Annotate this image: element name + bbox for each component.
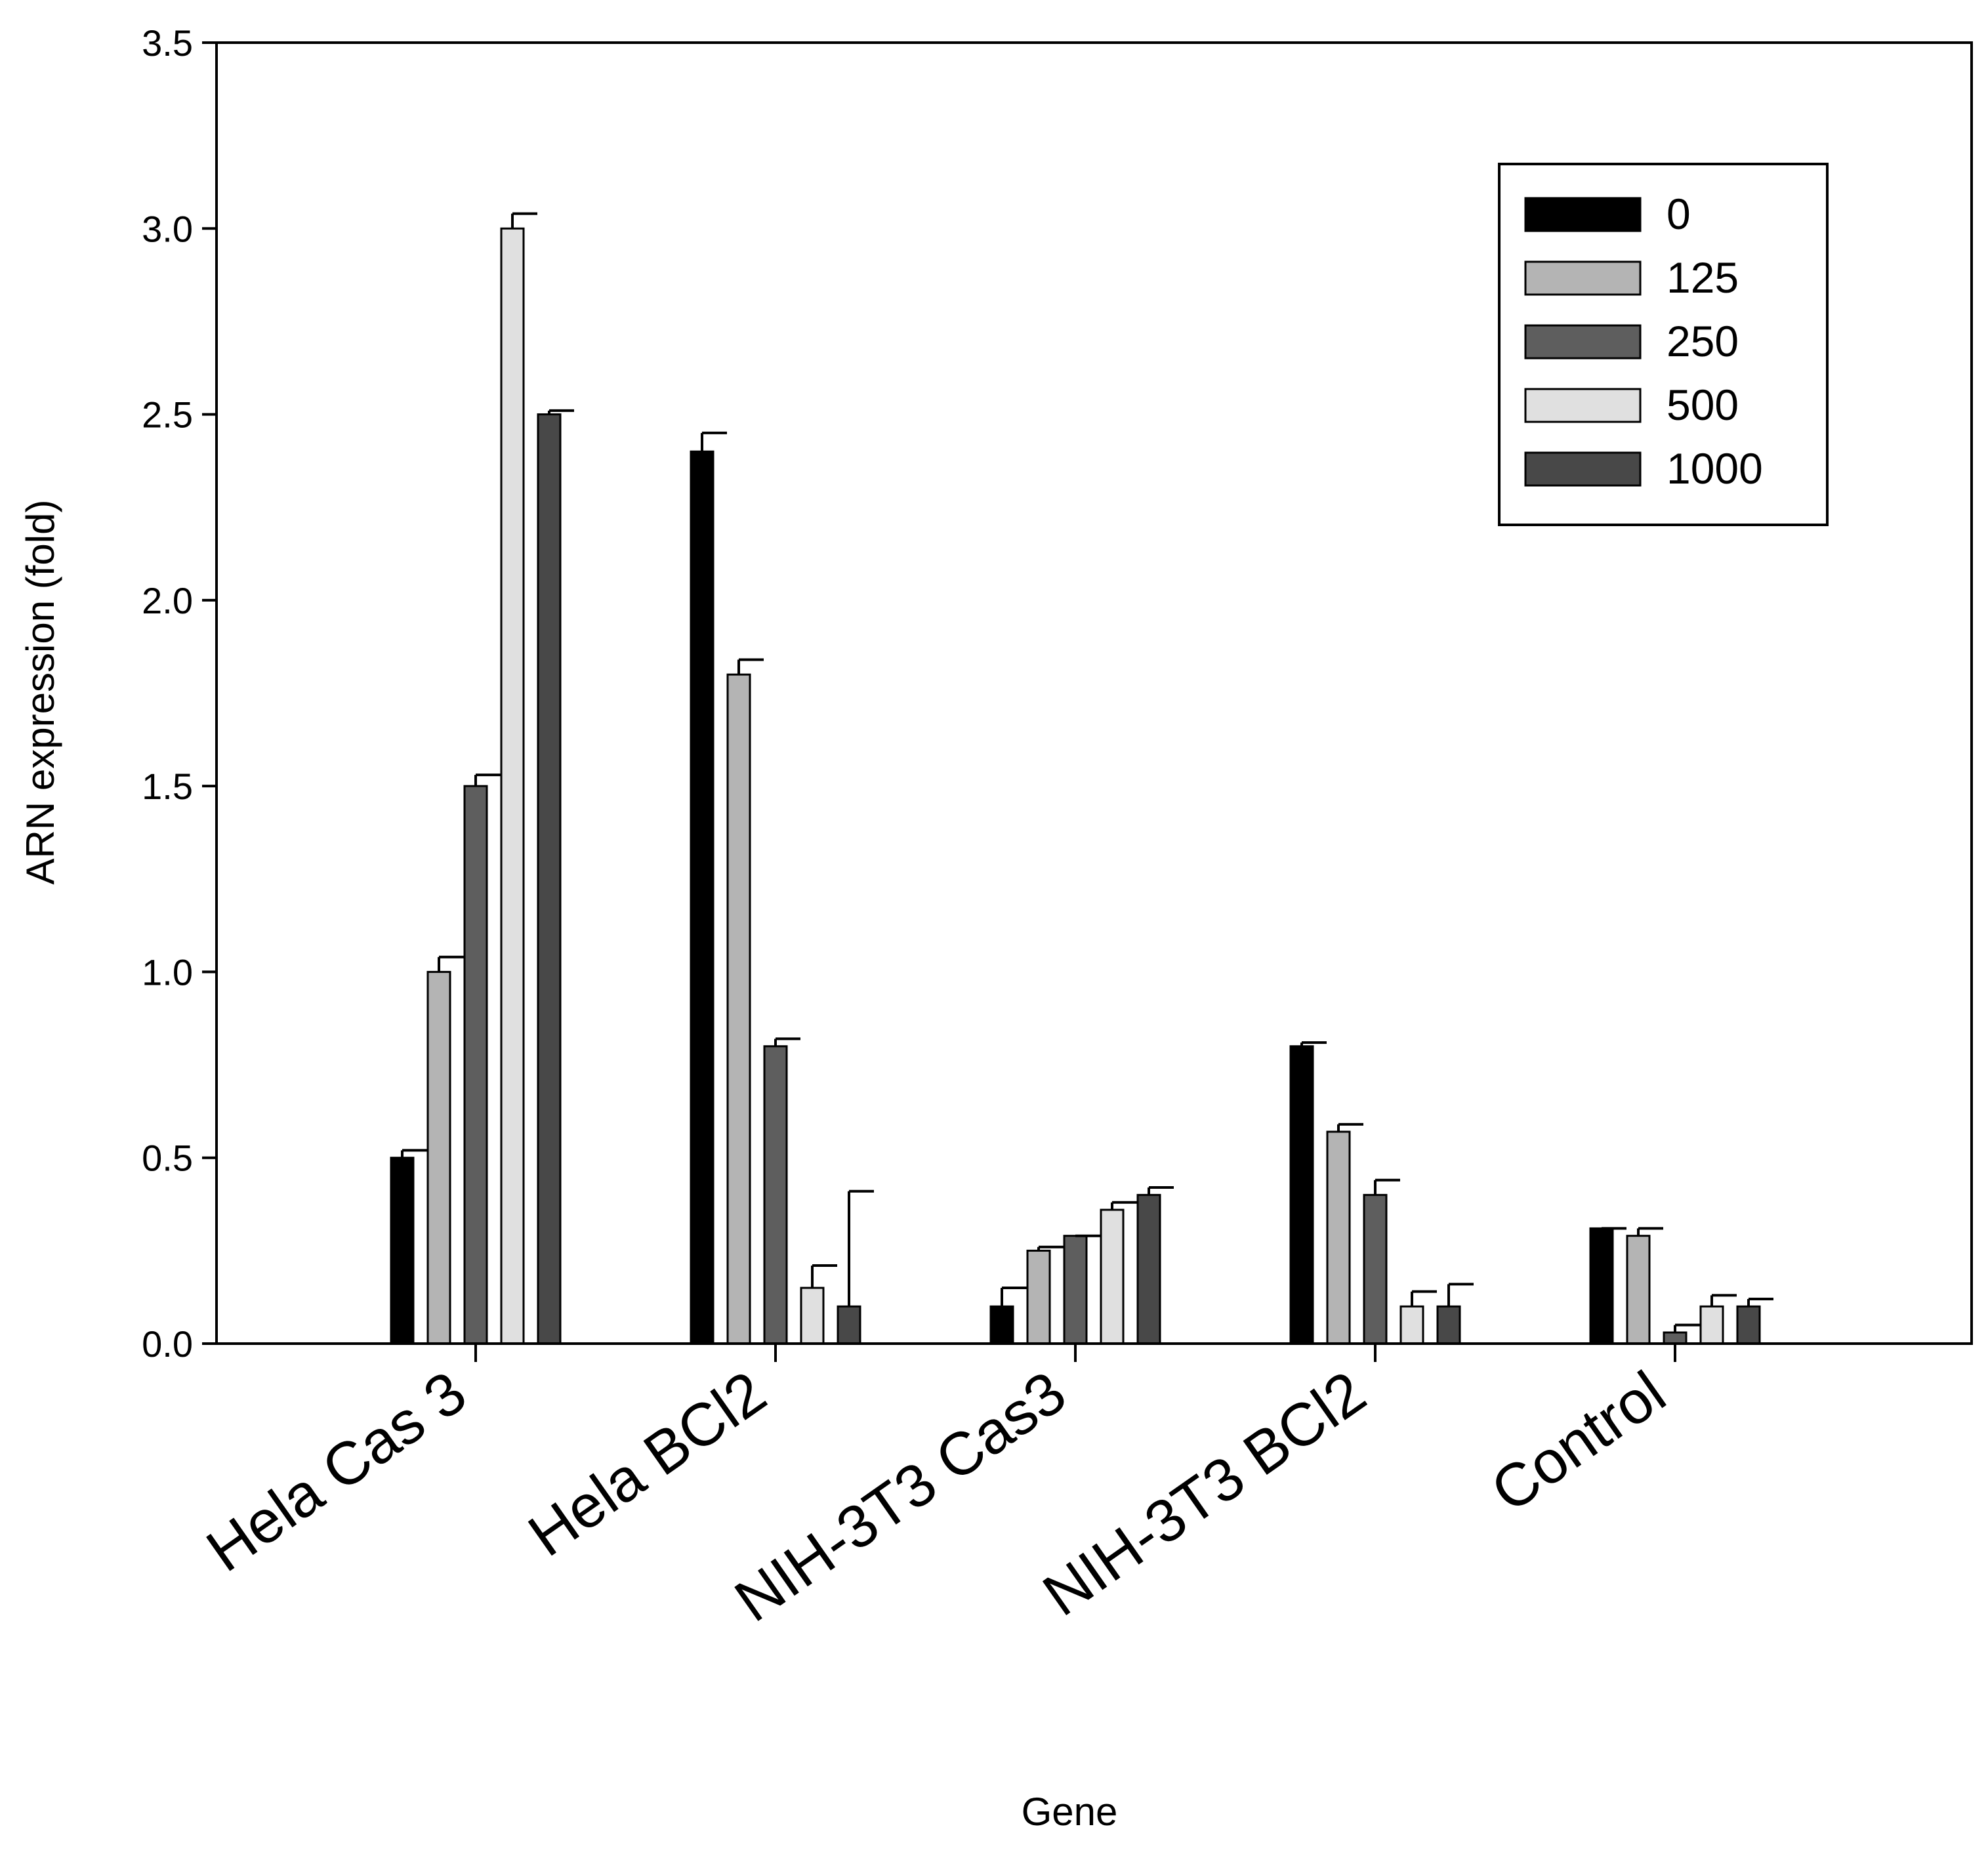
- legend-label-250: 250: [1667, 317, 1739, 365]
- legend-label-1000: 1000: [1667, 444, 1763, 493]
- bar-125-0: [426, 970, 451, 1345]
- legend-swatch-125: [1524, 260, 1642, 296]
- legend-label-500: 500: [1667, 381, 1739, 429]
- legend-label-125: 125: [1667, 253, 1739, 302]
- bar-250-3: [1363, 1193, 1388, 1345]
- y-tick-label: 1.5: [142, 766, 193, 807]
- bar-500-2: [1100, 1208, 1125, 1345]
- bar-250-2: [1063, 1235, 1088, 1345]
- bar-500-3: [1399, 1305, 1424, 1345]
- x-axis-title: Gene: [1022, 1790, 1118, 1834]
- bar-1000-2: [1136, 1193, 1161, 1345]
- plot-area-frame: [215, 41, 1973, 1345]
- legend-label-0: 0: [1667, 190, 1691, 238]
- bar-250-1: [763, 1045, 788, 1345]
- bar-125-1: [726, 673, 751, 1345]
- bar-0-3: [1289, 1045, 1314, 1345]
- bar-0-2: [989, 1305, 1014, 1345]
- y-axis-title: ARN expression (fold): [18, 500, 62, 885]
- error-bars: [401, 212, 1773, 1333]
- x-tick-label: NIH-3T3 BCl2: [1031, 1359, 1378, 1629]
- bar-1000-3: [1436, 1305, 1461, 1345]
- bar-1000-1: [837, 1305, 861, 1345]
- bar-125-3: [1326, 1130, 1351, 1345]
- y-tick-label: 3.5: [142, 22, 193, 64]
- bar-125-4: [1626, 1235, 1651, 1345]
- legend-swatch-0: [1524, 197, 1642, 232]
- bar-250-4: [1663, 1331, 1688, 1345]
- bar-500-1: [800, 1287, 825, 1345]
- x-tick-label: NIH-3T3 Cas3: [723, 1359, 1077, 1635]
- legend-swatch-250: [1524, 324, 1642, 360]
- bar-125-2: [1026, 1249, 1051, 1345]
- x-tick-label: Control: [1480, 1359, 1677, 1525]
- y-tick-label: 2.0: [142, 580, 193, 621]
- bar-500-0: [500, 227, 525, 1345]
- bar-0-1: [690, 450, 714, 1345]
- bar-1000-4: [1736, 1305, 1761, 1345]
- y-tick-label: 2.5: [142, 394, 193, 436]
- y-tick-label: 0.5: [142, 1138, 193, 1179]
- legend-swatch-1000: [1524, 451, 1642, 487]
- legend: 0 125 250 500 1000: [1498, 163, 1829, 526]
- x-tick-label: Hela Cas 3: [195, 1359, 478, 1585]
- bar-250-0: [463, 785, 488, 1345]
- bar-1000-0: [537, 413, 562, 1345]
- legend-swatch-500: [1524, 388, 1642, 423]
- bar-0-4: [1589, 1227, 1614, 1345]
- x-tick-label: Hela BCl2: [517, 1359, 778, 1569]
- y-tick-label: 1.0: [142, 951, 193, 993]
- y-axis-ticks: 0.0 0.5 1.0 1.5 2.0 2.5 3.0 3.5: [142, 22, 217, 1365]
- y-tick-label: 3.0: [142, 208, 193, 249]
- bar-0-0: [390, 1157, 415, 1345]
- y-tick-label: 0.0: [142, 1323, 193, 1365]
- bar-500-4: [1699, 1305, 1724, 1345]
